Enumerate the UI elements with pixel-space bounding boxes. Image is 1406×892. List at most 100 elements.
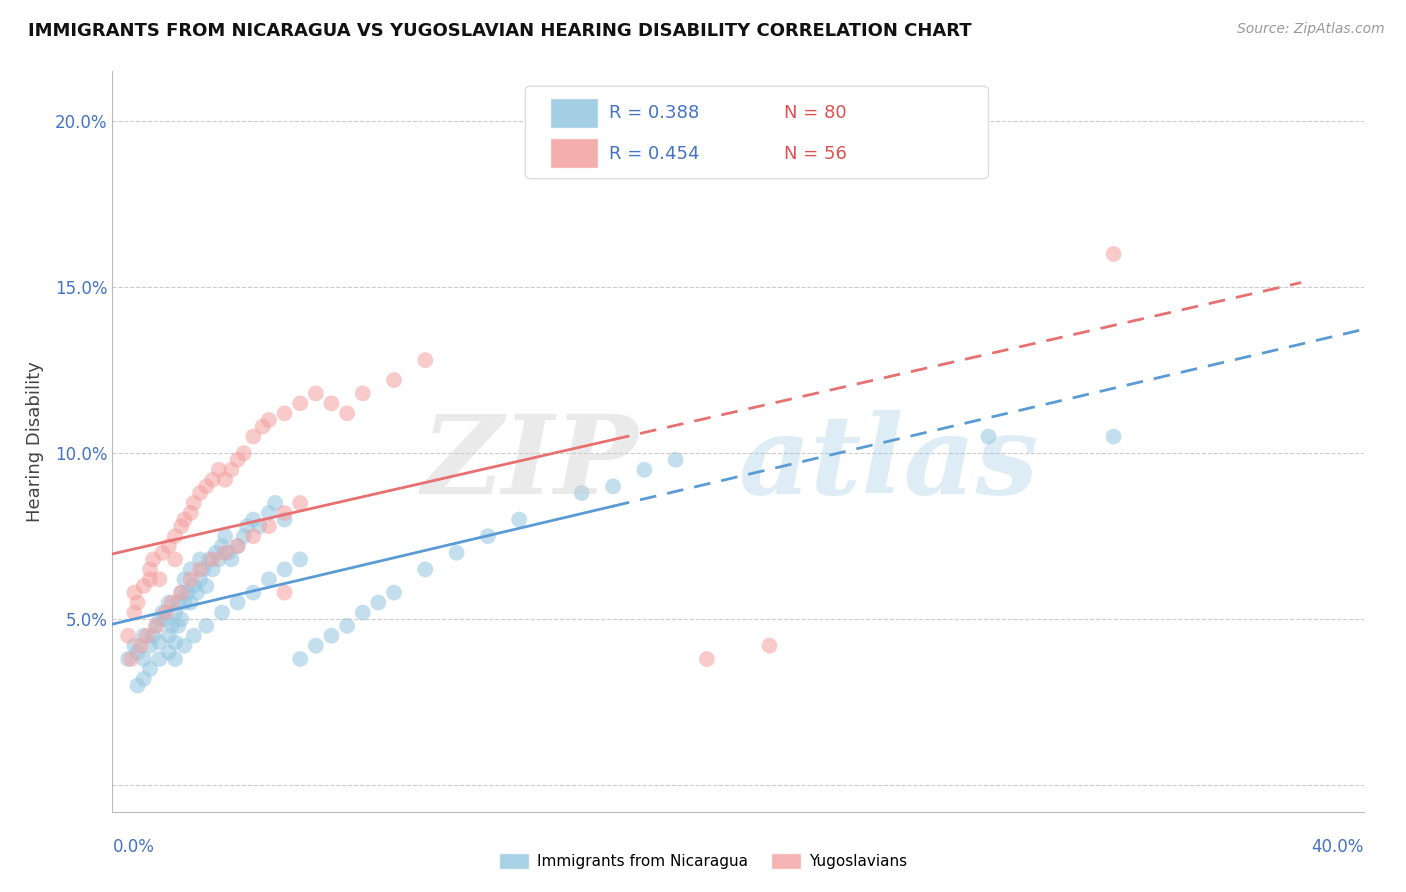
Point	[180, 572, 202, 586]
Point	[157, 629, 180, 643]
Point	[139, 572, 162, 586]
Point	[160, 596, 183, 610]
Point	[352, 386, 374, 401]
Point	[257, 506, 280, 520]
Text: ZIP: ZIP	[422, 410, 638, 517]
Point	[145, 619, 167, 633]
Text: N = 56: N = 56	[785, 145, 848, 162]
Point	[163, 635, 186, 649]
Point	[305, 639, 328, 653]
Point	[195, 479, 218, 493]
Point	[170, 612, 193, 626]
Point	[446, 546, 468, 560]
Point	[186, 585, 208, 599]
Point	[290, 552, 312, 566]
Text: R = 0.388: R = 0.388	[609, 103, 700, 122]
Point	[124, 639, 146, 653]
Point	[124, 606, 146, 620]
Text: R = 0.454: R = 0.454	[609, 145, 700, 162]
Text: atlas: atlas	[738, 410, 1039, 517]
Point	[232, 529, 254, 543]
Point	[183, 579, 205, 593]
Point	[167, 596, 190, 610]
Point	[157, 596, 180, 610]
Point	[127, 679, 149, 693]
Point	[211, 539, 233, 553]
Point	[208, 463, 231, 477]
Point	[127, 645, 149, 659]
Point	[160, 619, 183, 633]
Point	[214, 529, 236, 543]
Point	[163, 552, 186, 566]
Point	[180, 562, 202, 576]
Point	[148, 572, 170, 586]
Point	[145, 619, 167, 633]
Point	[117, 629, 139, 643]
Y-axis label: Hearing Disability: Hearing Disability	[25, 361, 44, 522]
Point	[127, 596, 149, 610]
Point	[152, 546, 174, 560]
Point	[195, 619, 218, 633]
Point	[257, 572, 280, 586]
Point	[173, 639, 195, 653]
Text: N = 80: N = 80	[785, 103, 846, 122]
FancyBboxPatch shape	[550, 138, 598, 169]
Text: IMMIGRANTS FROM NICARAGUA VS YUGOSLAVIAN HEARING DISABILITY CORRELATION CHART: IMMIGRANTS FROM NICARAGUA VS YUGOSLAVIAN…	[28, 22, 972, 40]
Legend: Immigrants from Nicaragua, Yugoslavians: Immigrants from Nicaragua, Yugoslavians	[492, 847, 914, 875]
Point	[163, 652, 186, 666]
Point	[167, 619, 190, 633]
Point	[242, 529, 264, 543]
Text: 0.0%: 0.0%	[112, 838, 155, 856]
Point	[188, 572, 211, 586]
Point	[135, 629, 157, 643]
Point	[173, 596, 195, 610]
Point	[221, 463, 243, 477]
Point	[232, 446, 254, 460]
Point	[290, 496, 312, 510]
Point	[336, 406, 359, 420]
Point	[208, 552, 231, 566]
Point	[321, 629, 343, 643]
Point	[602, 479, 624, 493]
Point	[195, 579, 218, 593]
Point	[148, 635, 170, 649]
Point	[139, 639, 162, 653]
Point	[148, 612, 170, 626]
Point	[155, 612, 177, 626]
Point	[129, 639, 152, 653]
Point	[242, 512, 264, 526]
Point	[148, 652, 170, 666]
Point	[188, 562, 211, 576]
Point	[120, 652, 142, 666]
Point	[252, 419, 274, 434]
Point	[226, 452, 249, 467]
Point	[204, 546, 226, 560]
Point	[273, 512, 295, 526]
Point	[142, 629, 165, 643]
Point	[226, 596, 249, 610]
Point	[132, 672, 155, 686]
Point	[188, 552, 211, 566]
FancyBboxPatch shape	[550, 98, 598, 128]
Point	[977, 429, 1000, 443]
Point	[415, 562, 437, 576]
Point	[163, 606, 186, 620]
Point	[758, 639, 780, 653]
Point	[257, 413, 280, 427]
Point	[664, 452, 686, 467]
Text: Source: ZipAtlas.com: Source: ZipAtlas.com	[1237, 22, 1385, 37]
Point	[117, 652, 139, 666]
Point	[201, 552, 224, 566]
Point	[211, 606, 233, 620]
Point	[198, 552, 221, 566]
Point	[170, 585, 193, 599]
Point	[201, 562, 224, 576]
Point	[221, 552, 243, 566]
Point	[226, 539, 249, 553]
Point	[176, 585, 198, 599]
Point	[139, 562, 162, 576]
Point	[132, 579, 155, 593]
Point	[1102, 429, 1125, 443]
Point	[180, 596, 202, 610]
Point	[633, 463, 655, 477]
